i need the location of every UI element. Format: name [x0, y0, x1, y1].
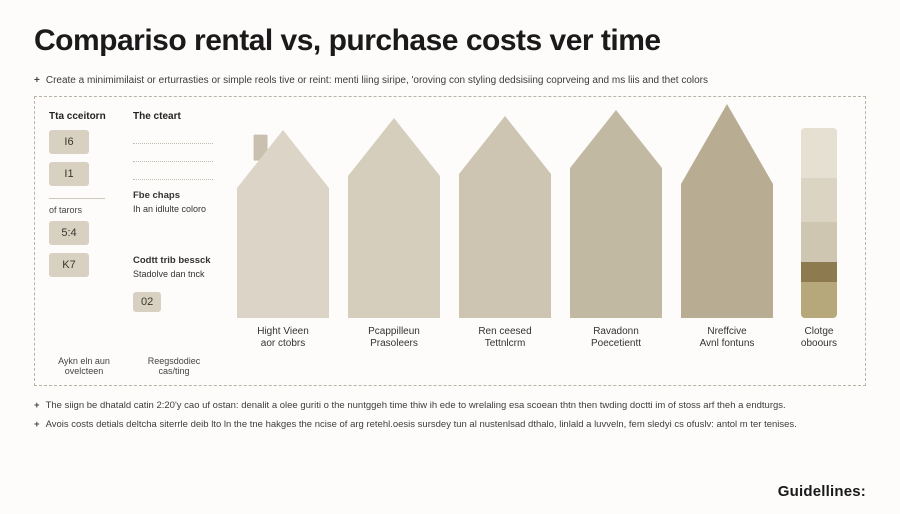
house-item: PcappilleunPrasoleers [348, 118, 440, 349]
footnotes: + The siign be dhatald catin 2:20'y cao … [34, 400, 866, 430]
col-b-block2-title: Codtt trib bessck [133, 255, 219, 267]
axis-label-b: Reegsdodieccas/ting [131, 357, 217, 377]
color-swatch [801, 222, 837, 262]
col-b-block2-sub: Stadolve dan tnck [133, 269, 219, 280]
divider [49, 198, 105, 199]
swatch-column: Clotgeoboours [791, 111, 847, 375]
house-icon [459, 116, 551, 318]
col-a-sublabel: of tarors [49, 205, 119, 215]
swatch-label: Clotgeoboours [801, 326, 837, 349]
bullet-icon: + [34, 419, 40, 430]
house-item: NreffciveAvnl fontuns [681, 104, 773, 349]
bullet-icon: + [34, 400, 40, 411]
houses-row: Hight Vieenaor ctobrs PcappilleunPrasole… [233, 111, 777, 375]
house-item: Ren ceesedTettnlcrm [459, 116, 551, 349]
col-b-header: The cteart [133, 111, 219, 122]
house-item: Hight Vieenaor ctobrs [237, 130, 329, 349]
house-label: Hight Vieenaor ctobrs [238, 326, 328, 349]
house-icon [237, 130, 329, 318]
col-a-cell-3: 5:4 [49, 221, 89, 245]
footnote-1: + The siign be dhatald catin 2:20'y cao … [34, 400, 866, 411]
house-label: NreffciveAvnl fontuns [682, 326, 772, 349]
house-label: Ren ceesedTettnlcrm [460, 326, 550, 349]
color-swatch [801, 178, 837, 222]
footnote-2-text: Avois costs detials deltcha siterrle dei… [46, 419, 797, 430]
col-b-value: 02 [133, 292, 161, 312]
col-a-header: Tta cceitorn [49, 111, 119, 122]
caption-top-text: Create a minimimilaist or erturrasties o… [46, 75, 708, 86]
dotted-row [133, 130, 213, 144]
house-icon [681, 104, 773, 318]
col-b-block1-title: Fbe chaps [133, 190, 219, 202]
footnote-1-text: The siign be dhatald catin 2:20'y cao uf… [46, 400, 786, 411]
col-a-cell-1: I6 [49, 130, 89, 154]
col-b-block1-sub: Ih an idlulte coloro [133, 204, 219, 215]
color-swatch [801, 128, 837, 178]
dotted-row [133, 148, 213, 162]
caption-top: + Create a minimimilaist or erturrasties… [34, 75, 866, 86]
house-icon [570, 110, 662, 318]
axis-label-a: Aykn eln aunovelcteen [49, 357, 119, 377]
footnote-2: + Avois costs detials deltcha siterrle d… [34, 419, 866, 430]
house-item: RavadonnPoecetientt [570, 110, 662, 349]
house-icon [348, 118, 440, 318]
left-column-b: The cteart Fbe chaps Ih an idlulte color… [133, 111, 219, 375]
swatch-stack [801, 128, 837, 318]
col-a-cell-2: I1 [49, 162, 89, 186]
house-label: RavadonnPoecetientt [571, 326, 661, 349]
bullet-icon: + [34, 75, 40, 86]
page-title: Compariso rental vs, purchase costs ver … [34, 24, 866, 57]
guidelines-heading: Guidellines: [778, 483, 866, 500]
dotted-row [133, 166, 213, 180]
col-a-cell-4: K7 [49, 253, 89, 277]
comparison-panel: Tta cceitorn I6 I1 of tarors 5:4 K7 The … [34, 96, 866, 386]
house-label: PcappilleunPrasoleers [349, 326, 439, 349]
left-column-a: Tta cceitorn I6 I1 of tarors 5:4 K7 [49, 111, 119, 375]
color-swatch [801, 262, 837, 282]
color-swatch [801, 282, 837, 318]
